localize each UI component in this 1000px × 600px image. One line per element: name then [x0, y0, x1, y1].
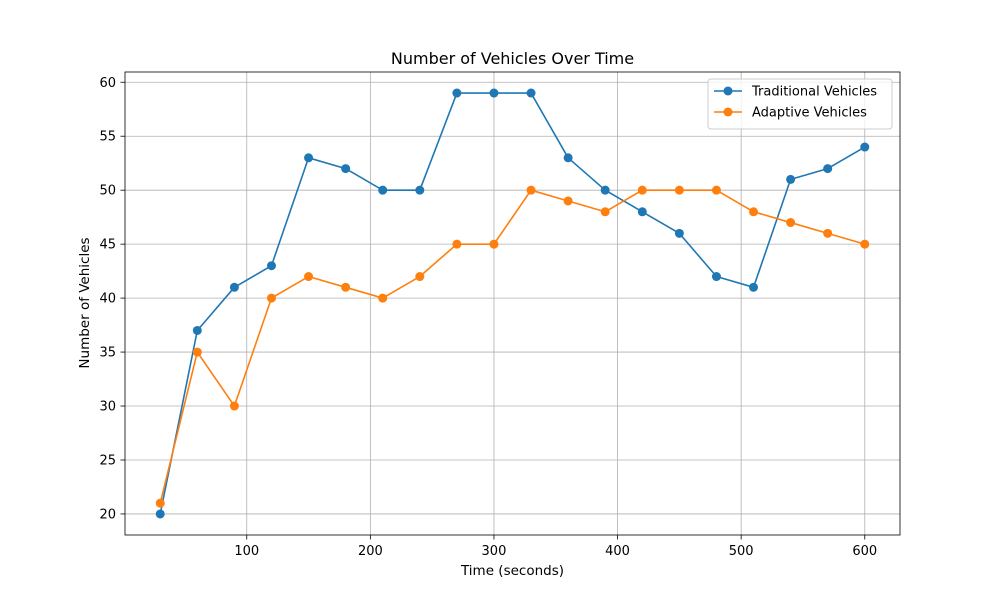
legend-item: Adaptive Vehicles	[714, 106, 867, 121]
data-point	[749, 282, 759, 292]
y-tick-label: 25	[99, 453, 116, 468]
data-point	[304, 153, 314, 163]
data-point	[823, 228, 833, 238]
data-point	[192, 347, 202, 357]
data-point	[786, 174, 796, 184]
data-point	[489, 88, 499, 98]
data-point	[563, 153, 573, 163]
plot-frame	[124, 71, 901, 536]
data-point	[415, 185, 425, 195]
y-tick-label: 30	[99, 400, 116, 415]
x-axis-title: Time (seconds)	[460, 563, 564, 579]
data-point	[600, 185, 610, 195]
x-tick-label: 200	[358, 544, 383, 559]
data-point	[563, 196, 573, 206]
x-tick-label: 600	[852, 544, 877, 559]
data-point	[415, 272, 425, 282]
data-point	[526, 88, 536, 98]
chart-title: Number of Vehicles Over Time	[391, 49, 634, 68]
data-point	[674, 228, 684, 238]
legend-label: Adaptive Vehicles	[752, 106, 867, 121]
legend-box	[707, 78, 893, 130]
data-point	[192, 325, 202, 335]
data-point	[711, 272, 721, 282]
grid-lines	[125, 72, 900, 535]
data-point	[711, 185, 721, 195]
data-point	[749, 207, 759, 217]
x-tick-label: 100	[234, 544, 259, 559]
data-point	[155, 498, 165, 508]
y-tick-label: 50	[99, 184, 116, 199]
y-axis-title: Number of Vehicles	[77, 237, 93, 368]
data-point	[452, 239, 462, 249]
chart-text: Number of Vehicles Over Time Time (secon…	[77, 49, 634, 579]
data-point	[378, 185, 388, 195]
y-tick-label: 55	[99, 130, 116, 145]
data-point	[229, 401, 239, 411]
data-point	[378, 293, 388, 303]
y-tick-label: 45	[99, 238, 116, 253]
series-line	[159, 92, 866, 515]
x-tick-label: 500	[729, 544, 754, 559]
y-tick-label: 35	[99, 346, 116, 361]
data-point	[266, 261, 276, 271]
x-tick-label: 300	[482, 544, 507, 559]
data-point	[155, 509, 165, 519]
data-point	[341, 282, 351, 292]
y-tick-label: 60	[99, 76, 116, 91]
series-line	[159, 189, 865, 504]
data-point	[637, 185, 647, 195]
data-series	[155, 88, 870, 519]
x-tick-label: 400	[605, 544, 630, 559]
data-point	[637, 207, 647, 217]
y-tick-label: 40	[99, 292, 116, 307]
data-point	[229, 282, 239, 292]
series-traditional-vehicles	[155, 88, 870, 519]
data-point	[600, 207, 610, 217]
data-point	[341, 164, 351, 174]
data-point	[452, 88, 462, 98]
data-point	[860, 239, 870, 249]
y-tick-label: 20	[99, 507, 116, 522]
series-adaptive-vehicles	[155, 185, 870, 508]
data-point	[823, 164, 833, 174]
data-point	[786, 218, 796, 228]
legend-label: Traditional Vehicles	[751, 85, 877, 100]
legend-marker-swatch	[723, 86, 733, 96]
legend-marker-swatch	[723, 107, 733, 117]
data-point	[674, 185, 684, 195]
data-point	[489, 239, 499, 249]
data-point	[526, 185, 536, 195]
data-point	[266, 293, 276, 303]
data-point	[304, 272, 314, 282]
data-point	[860, 142, 870, 152]
legend: Traditional Vehicles Adaptive Vehicles	[707, 78, 893, 130]
legend-item: Traditional Vehicles	[714, 85, 877, 100]
axes: 100 200 300 400 500 600 20 25 30 35 40 45 50 55 60	[99, 71, 901, 559]
